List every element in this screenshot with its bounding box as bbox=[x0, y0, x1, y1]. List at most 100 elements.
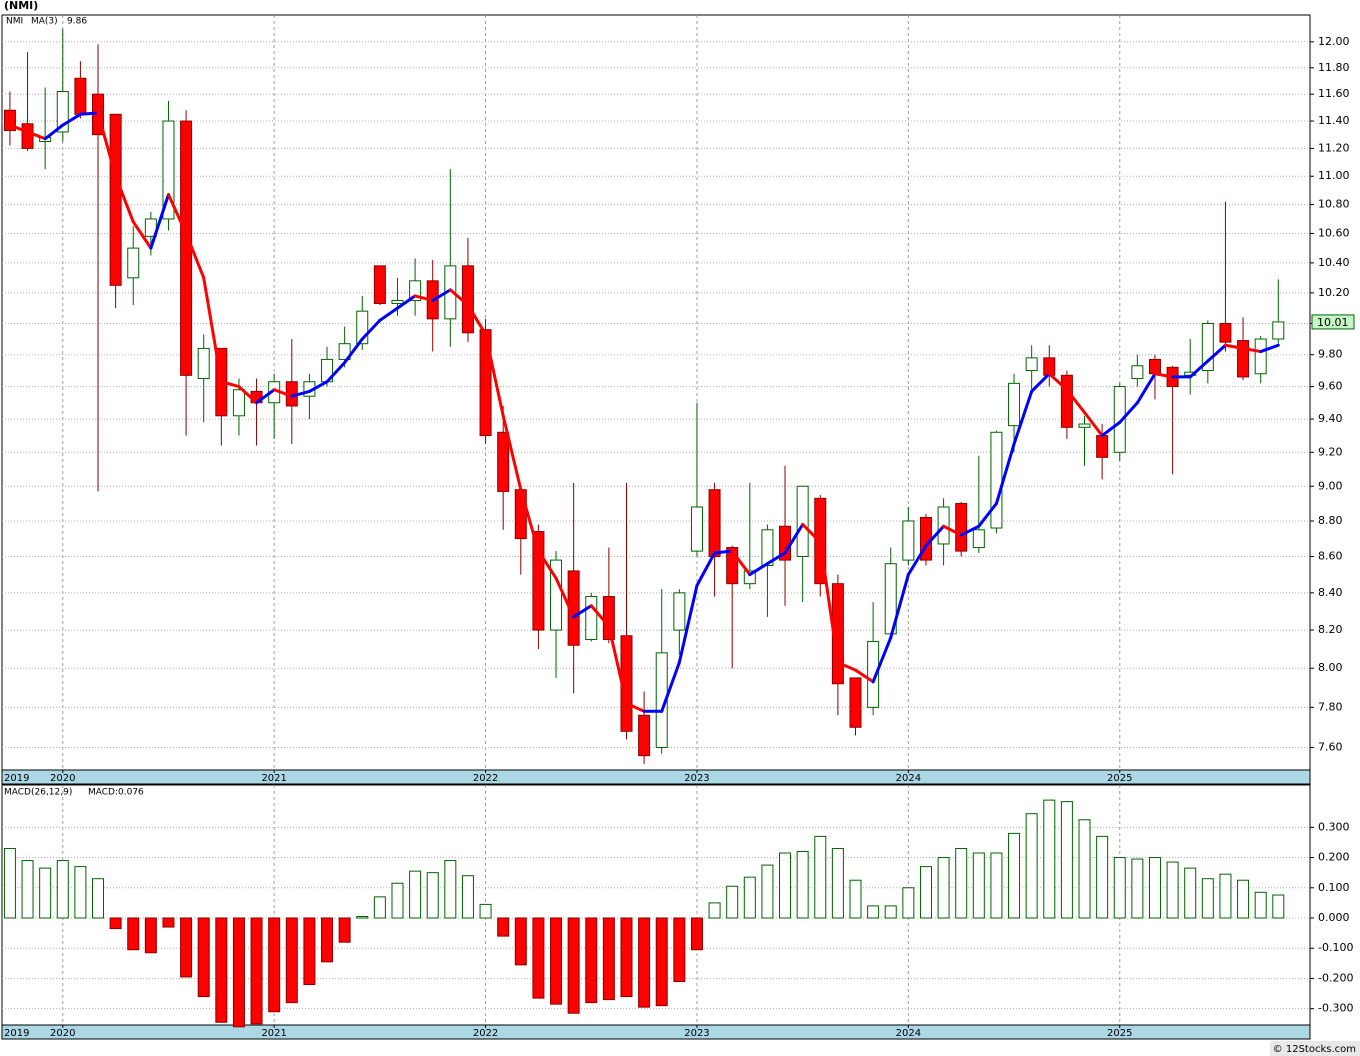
macd-bar bbox=[708, 902, 721, 919]
x-tick-label: 2025 bbox=[1107, 1028, 1132, 1039]
x-tick-label: 2023 bbox=[684, 773, 709, 784]
x-tick-label: 2024 bbox=[896, 1028, 921, 1039]
x-tick-label: 2019 bbox=[4, 1028, 29, 1039]
candle-body bbox=[638, 714, 651, 757]
y-tick-label: 10.40 bbox=[1318, 256, 1350, 269]
ma-line bbox=[1118, 401, 1139, 424]
x-tick-label: 2019 bbox=[4, 773, 29, 784]
y-tick-label: 11.20 bbox=[1318, 141, 1350, 154]
ma-line bbox=[783, 522, 805, 555]
candle-body bbox=[373, 265, 386, 305]
macd-bar bbox=[532, 917, 545, 999]
y-tick-label: -0.300 bbox=[1318, 1002, 1353, 1015]
legend-name: NMI bbox=[6, 17, 23, 27]
macd-bar bbox=[779, 852, 792, 919]
y-tick-label: 0.100 bbox=[1318, 881, 1350, 894]
ma-line bbox=[448, 288, 470, 307]
macd-bar bbox=[814, 835, 827, 919]
y-tick-label: 8.60 bbox=[1318, 549, 1343, 562]
ma-line bbox=[536, 549, 558, 580]
macd-bar bbox=[1272, 894, 1285, 919]
x-tick-label: 2020 bbox=[50, 1028, 75, 1039]
candle-body bbox=[761, 529, 774, 567]
legend-name: MA(3) bbox=[31, 17, 58, 27]
x-tick-label: 2022 bbox=[473, 773, 498, 784]
candle-body bbox=[673, 592, 686, 631]
x-tick-label: 2023 bbox=[684, 1028, 709, 1039]
candle-body bbox=[532, 531, 545, 631]
macd-bar bbox=[1237, 879, 1250, 919]
ma-line bbox=[801, 522, 822, 544]
ma-line bbox=[43, 123, 65, 141]
macd-bar bbox=[955, 847, 968, 919]
macd-bar bbox=[743, 876, 756, 919]
candle-body bbox=[1148, 358, 1161, 375]
candle-body bbox=[1060, 374, 1073, 428]
candle-body bbox=[726, 547, 739, 585]
macd-bar bbox=[39, 867, 52, 919]
ma-line bbox=[977, 502, 998, 528]
candle-body bbox=[21, 123, 34, 149]
ma-line bbox=[1135, 372, 1157, 405]
chart-title: (NMI) bbox=[4, 0, 38, 12]
candle-body bbox=[338, 343, 351, 360]
y-tick-label: 11.00 bbox=[1318, 169, 1350, 182]
ma-line bbox=[272, 388, 294, 398]
y-tick-label: 11.40 bbox=[1318, 114, 1350, 127]
ma-line bbox=[713, 549, 734, 555]
candle-body bbox=[585, 596, 598, 641]
ma-line bbox=[378, 306, 399, 322]
candle-body bbox=[127, 247, 140, 279]
macd-bar bbox=[849, 879, 862, 919]
macd-bar bbox=[497, 917, 510, 937]
x-tick-label: 2022 bbox=[473, 1028, 498, 1039]
y-tick-label: 0.200 bbox=[1318, 851, 1350, 864]
date-bar bbox=[1, 1024, 1311, 1040]
ma-line bbox=[166, 193, 188, 235]
footer-box bbox=[1270, 1041, 1360, 1056]
date-bar bbox=[1, 769, 1311, 785]
y-tick-label: 8.20 bbox=[1318, 623, 1343, 636]
ma-line bbox=[431, 288, 452, 302]
x-tick-label: 2021 bbox=[261, 773, 286, 784]
ma-line bbox=[818, 540, 840, 664]
macd-bar bbox=[638, 917, 651, 1008]
ma-line bbox=[1206, 343, 1227, 363]
ma-line bbox=[26, 130, 47, 141]
candle-body bbox=[990, 431, 1003, 529]
macd-bar bbox=[127, 917, 140, 951]
y-tick-label: 9.80 bbox=[1318, 348, 1343, 361]
candle-body bbox=[409, 280, 422, 301]
macd-bar bbox=[373, 896, 386, 919]
ma-line bbox=[889, 573, 910, 640]
y-tick-label: 11.60 bbox=[1318, 87, 1350, 100]
ma-line bbox=[325, 361, 347, 384]
ma-line bbox=[114, 174, 135, 224]
candle-body bbox=[1131, 365, 1144, 380]
y-tick-label: -0.200 bbox=[1318, 971, 1353, 984]
candle-body bbox=[955, 503, 968, 552]
ma-line bbox=[184, 231, 206, 280]
candle-body bbox=[197, 347, 210, 380]
candle-body bbox=[972, 529, 985, 549]
macd-bar bbox=[1078, 819, 1091, 919]
ma-line bbox=[255, 388, 276, 405]
ma-line bbox=[1065, 388, 1087, 415]
y-tick-label: 8.40 bbox=[1318, 586, 1343, 599]
ma-line bbox=[677, 584, 699, 664]
ma-line bbox=[78, 111, 100, 116]
macd-bar bbox=[673, 917, 686, 982]
y-tick-label: 8.80 bbox=[1318, 514, 1343, 527]
ma-line bbox=[924, 524, 946, 548]
macd-bar bbox=[197, 917, 210, 998]
candle-body bbox=[479, 329, 492, 437]
macd-bar bbox=[321, 917, 334, 963]
legend-value: 9.86 bbox=[67, 17, 87, 27]
macd-bar bbox=[1060, 801, 1073, 919]
candle-body bbox=[902, 520, 915, 561]
ma-line bbox=[307, 380, 329, 393]
ma-line bbox=[942, 524, 963, 537]
macd-bar bbox=[937, 857, 950, 919]
candle-body bbox=[1237, 340, 1250, 378]
